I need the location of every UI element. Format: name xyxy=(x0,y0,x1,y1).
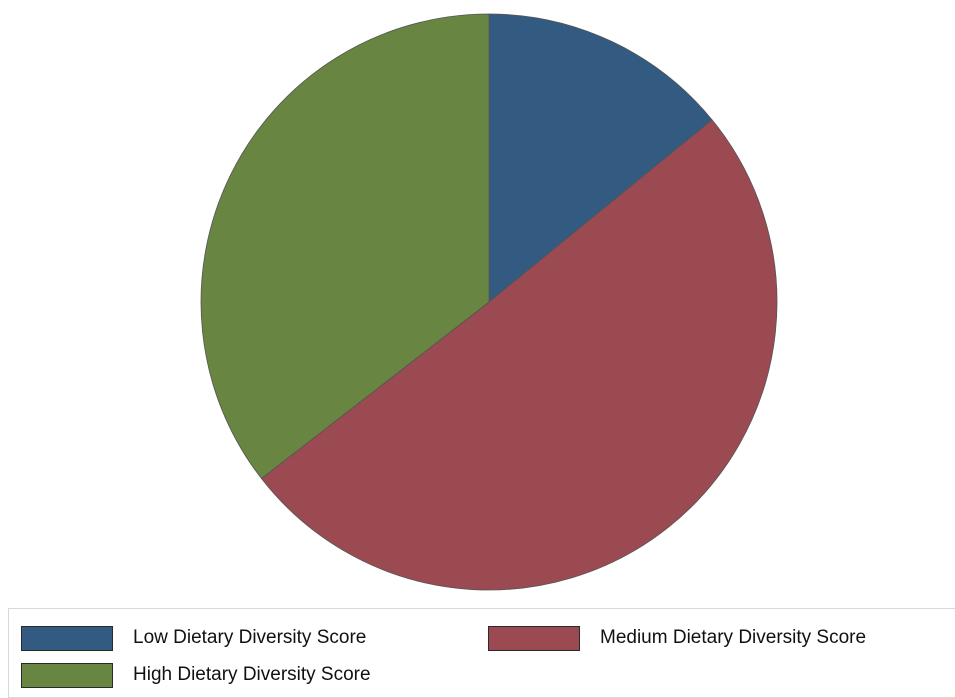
legend-swatch-high xyxy=(21,662,113,688)
legend-swatch-low xyxy=(21,625,113,651)
pie-chart xyxy=(200,13,778,591)
legend-item-low: Low Dietary Diversity Score xyxy=(21,625,366,651)
legend-label-high: High Dietary Diversity Score xyxy=(133,664,371,685)
chart-legend: Low Dietary Diversity Score Medium Dieta… xyxy=(8,608,955,698)
legend-item-high: High Dietary Diversity Score xyxy=(21,662,371,688)
legend-swatch-medium xyxy=(488,625,580,651)
legend-label-medium: Medium Dietary Diversity Score xyxy=(600,627,867,648)
pie-slice-high xyxy=(200,13,490,480)
legend-item-medium: Medium Dietary Diversity Score xyxy=(488,625,866,651)
pie-slice-low xyxy=(488,13,713,303)
pie-chart-svg xyxy=(200,13,778,591)
pie-slice-medium xyxy=(260,119,778,591)
legend-label-low: Low Dietary Diversity Score xyxy=(133,627,367,648)
